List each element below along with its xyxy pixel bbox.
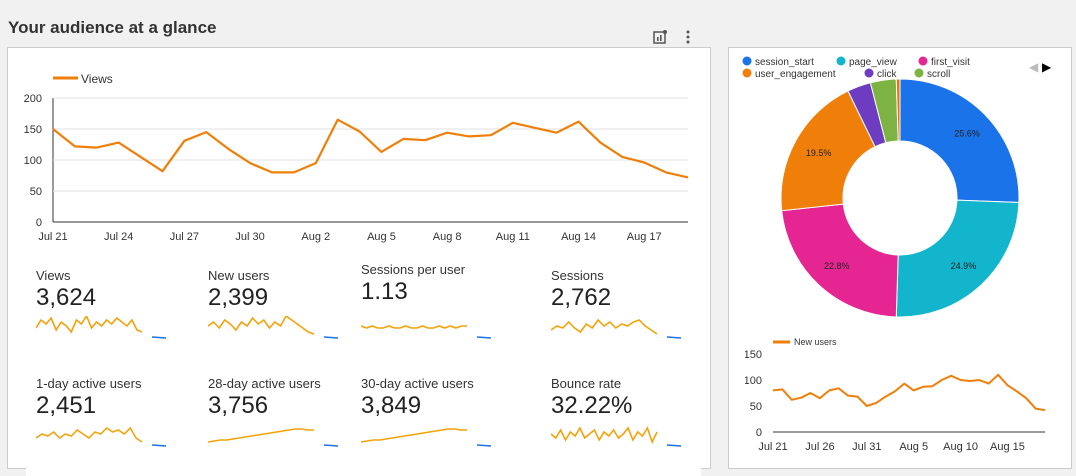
x-tick-label: Aug 5 xyxy=(899,441,928,453)
metric-card[interactable]: Views 3,624 xyxy=(26,264,202,368)
donut-slice[interactable] xyxy=(895,199,1020,318)
metric-label: 28-day active users xyxy=(208,376,321,391)
donut-slice[interactable] xyxy=(895,78,901,142)
slice-label: 19.5% xyxy=(806,148,832,158)
sparkline xyxy=(361,428,492,447)
x-tick-label: Aug 2 xyxy=(301,231,330,243)
x-tick-label: Jul 21 xyxy=(758,441,787,453)
sparkline xyxy=(551,426,682,447)
x-tick-label: Jul 24 xyxy=(104,231,133,243)
sparkline xyxy=(36,316,167,339)
legend-item[interactable]: page_view xyxy=(849,57,898,68)
metric-card[interactable]: 28-day active users 3,756 xyxy=(198,372,354,476)
new-users-card xyxy=(745,326,1061,468)
metric-value: 3,756 xyxy=(208,392,269,419)
legend-label: Views xyxy=(81,72,113,86)
legend-dot xyxy=(742,68,752,78)
y-tick-label: 150 xyxy=(24,124,42,136)
sparkline xyxy=(551,318,682,339)
page-title: Your audience at a glance xyxy=(8,18,217,37)
legend-item[interactable]: session_start xyxy=(755,57,814,68)
y-tick-label: 150 xyxy=(745,349,762,361)
legend-dot xyxy=(918,56,928,66)
y-tick-label: 200 xyxy=(24,93,42,105)
metric-label: New users xyxy=(208,268,270,283)
metric-value: 1.13 xyxy=(361,278,408,305)
legend-next-button[interactable]: ▶ xyxy=(1042,60,1052,74)
donut-slice[interactable] xyxy=(780,90,876,212)
legend-prev-button[interactable]: ◀ xyxy=(1029,60,1039,74)
x-tick-label: Jul 26 xyxy=(805,441,834,453)
more-vert-icon[interactable] xyxy=(680,29,696,45)
y-tick-label: 100 xyxy=(24,155,42,167)
event-donut-chart: session_start page_view first_visit user_en… xyxy=(742,56,1052,318)
x-tick-label: Aug 10 xyxy=(943,441,978,453)
sparkline xyxy=(36,426,167,447)
legend-dot xyxy=(864,68,874,78)
legend-item[interactable]: user_engagement xyxy=(755,69,836,80)
sparkline xyxy=(208,316,339,339)
slice-label: 25.6% xyxy=(954,128,980,138)
legend-dot xyxy=(836,56,846,66)
x-tick-label: Jul 21 xyxy=(38,231,67,243)
legend-item[interactable]: click xyxy=(877,69,897,80)
chart-explore-icon[interactable] xyxy=(652,29,668,45)
legend-item[interactable]: first_visit xyxy=(931,57,970,68)
metric-label: Views xyxy=(36,268,71,283)
y-tick-label: 50 xyxy=(750,401,762,413)
legend-item[interactable]: scroll xyxy=(927,69,950,80)
legend-dot xyxy=(914,68,924,78)
x-tick-label: Aug 14 xyxy=(561,231,596,243)
metric-value: 2,451 xyxy=(36,392,97,419)
metric-card[interactable]: Sessions per user 1.13 xyxy=(351,262,541,368)
metric-label: Bounce rate xyxy=(551,376,622,391)
metric-value: 2,762 xyxy=(551,284,612,311)
x-tick-label: Aug 17 xyxy=(627,231,662,243)
legend-label: New users xyxy=(794,337,837,347)
metric-value: 3,624 xyxy=(36,284,97,311)
x-tick-label: Jul 27 xyxy=(170,231,199,243)
x-tick-label: Jul 31 xyxy=(852,441,881,453)
series-line-new-users xyxy=(772,373,1046,412)
metric-label: 1-day active users xyxy=(36,376,142,391)
sparkline xyxy=(208,428,339,447)
donut-slice[interactable] xyxy=(781,203,899,318)
new-users-line-chart: New users 150 100 50 0 Jul 21 Jul 26 Jul 31 Aug… xyxy=(745,337,1046,453)
metric-card[interactable]: Sessions 2,762 xyxy=(541,264,701,368)
y-tick-label: 0 xyxy=(36,217,42,229)
x-tick-label: Aug 5 xyxy=(367,231,396,243)
y-tick-label: 100 xyxy=(745,375,762,387)
series-line-views xyxy=(52,118,689,179)
views-line-chart: Views 200 150 100 50 0 Jul 21 Jul 24 Jul 27 Jul… xyxy=(24,72,689,243)
x-tick-label: Aug 8 xyxy=(433,231,462,243)
x-tick-label: Aug 15 xyxy=(990,441,1025,453)
slice-label: 22.8% xyxy=(824,261,850,271)
metric-card[interactable]: New users 2,399 xyxy=(198,264,354,368)
metric-value: 2,399 xyxy=(208,284,269,311)
slice-label: 24.9% xyxy=(951,261,977,271)
y-tick-label: 0 xyxy=(756,427,762,439)
metric-card[interactable]: Bounce rate 32.22% xyxy=(541,372,701,476)
metric-label: Sessions per user xyxy=(361,262,466,277)
x-tick-label: Aug 11 xyxy=(496,231,530,243)
metric-card[interactable]: 1-day active users 2,451 xyxy=(26,372,202,476)
donut-slice[interactable] xyxy=(899,78,1020,204)
sparkline xyxy=(361,325,492,339)
metric-value: 3,849 xyxy=(361,392,422,419)
metric-value: 32.22% xyxy=(551,392,633,419)
metric-card[interactable]: 30-day active users 3,849 xyxy=(351,372,541,476)
metric-label: Sessions xyxy=(551,268,604,283)
x-tick-label: Jul 30 xyxy=(235,231,264,243)
legend-dot xyxy=(742,56,752,66)
y-tick-label: 50 xyxy=(30,186,42,198)
metric-label: 30-day active users xyxy=(361,376,474,391)
